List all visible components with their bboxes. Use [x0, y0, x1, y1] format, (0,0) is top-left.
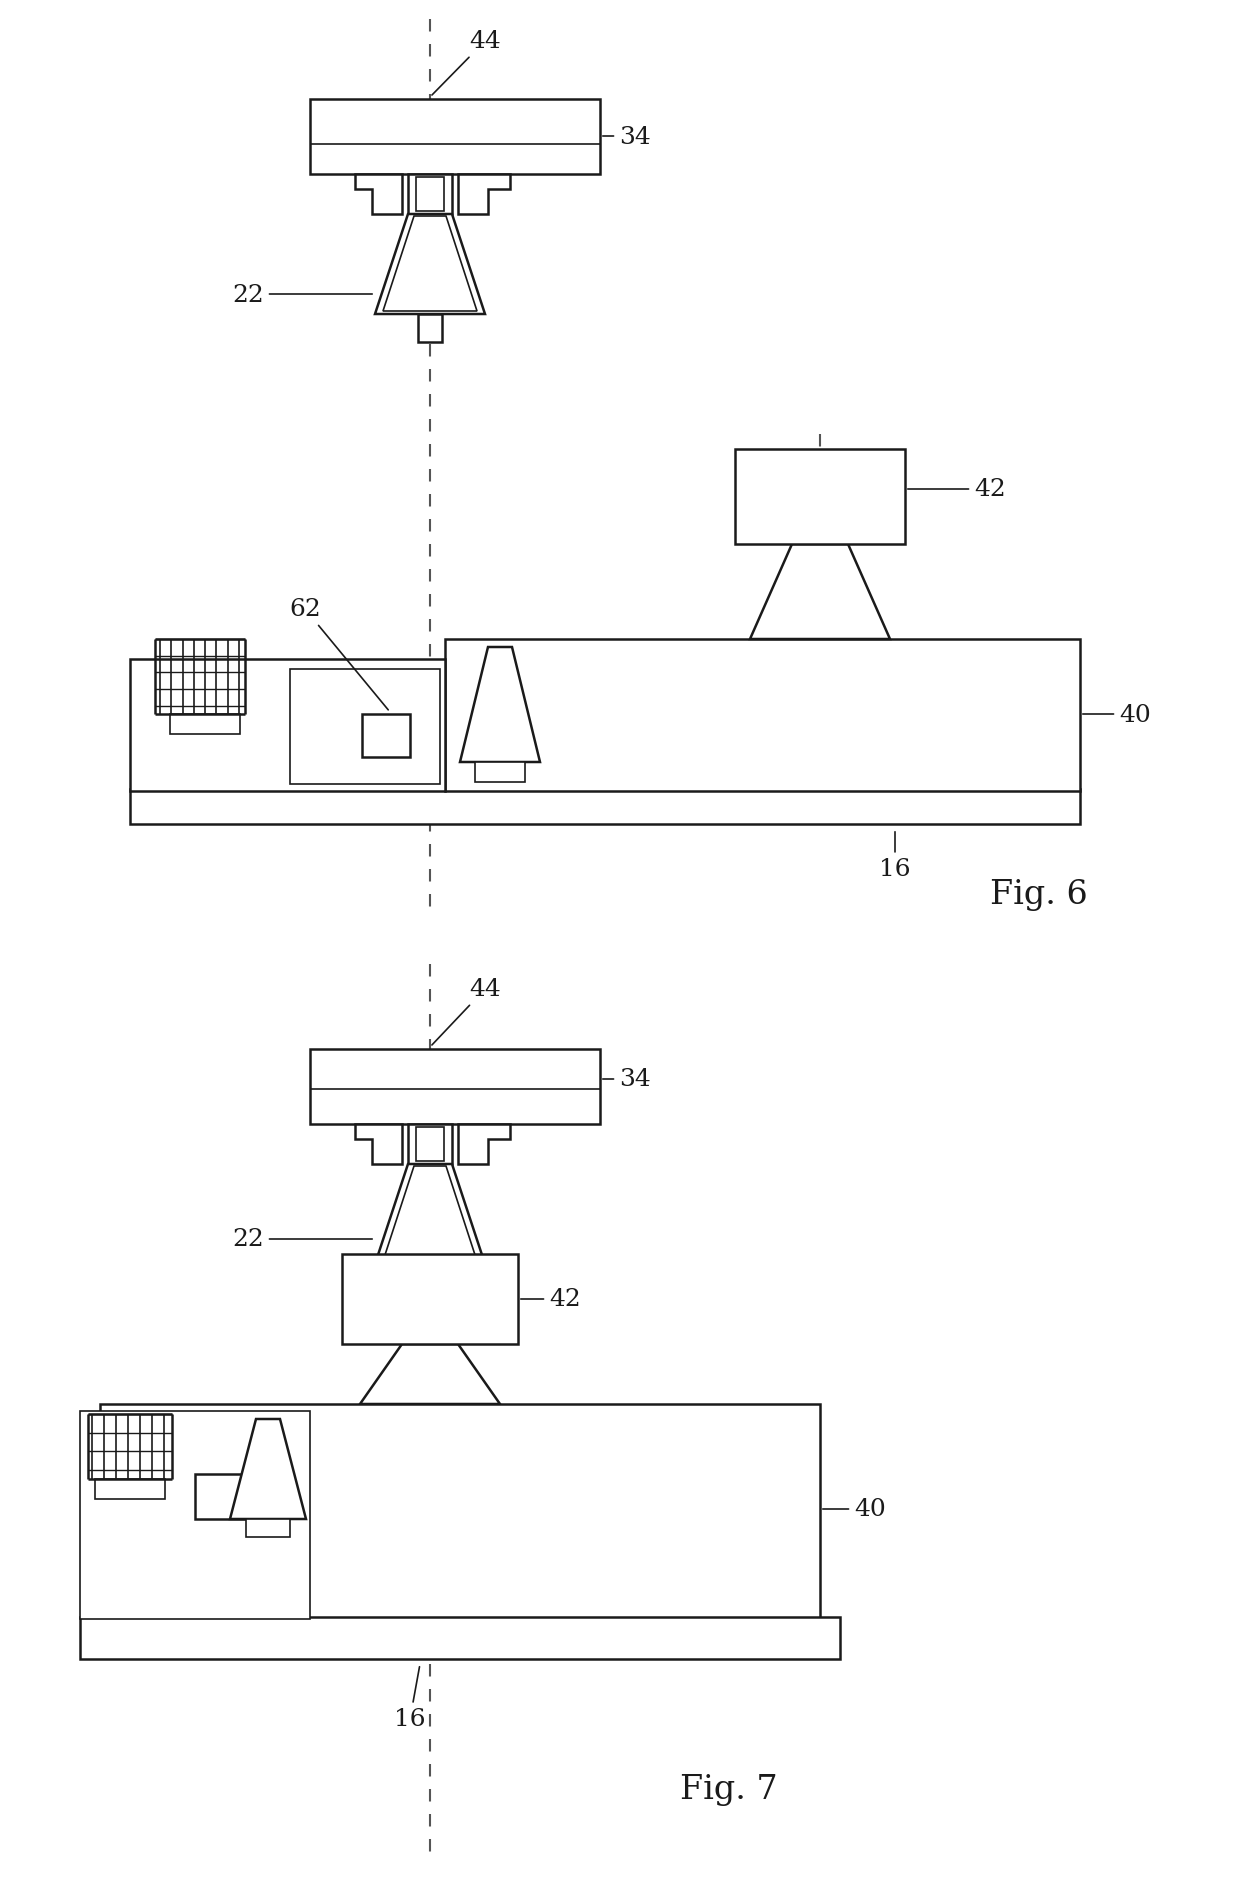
Text: Fig. 6: Fig. 6	[990, 878, 1087, 910]
Bar	[415, 179, 444, 212]
Bar	[130, 790, 1080, 825]
Bar	[81, 1617, 839, 1660]
Bar	[475, 763, 525, 782]
Text: 42: 42	[521, 1288, 580, 1310]
Text: 62: 62	[289, 598, 388, 711]
Bar	[100, 1404, 820, 1619]
Text: 16: 16	[879, 833, 911, 882]
Bar	[735, 449, 905, 545]
Text: 40: 40	[1083, 703, 1151, 726]
Bar	[310, 100, 600, 175]
Text: 34: 34	[603, 126, 651, 149]
Bar	[445, 639, 1080, 791]
Bar	[195, 1474, 248, 1519]
Bar	[362, 714, 410, 758]
Bar	[130, 660, 445, 791]
Bar	[408, 175, 453, 214]
Polygon shape	[750, 545, 890, 639]
Polygon shape	[374, 1164, 485, 1265]
Polygon shape	[458, 1124, 510, 1164]
Polygon shape	[229, 1419, 306, 1519]
Polygon shape	[458, 175, 510, 214]
Text: 22: 22	[232, 1228, 372, 1250]
Text: 44: 44	[432, 978, 501, 1045]
Polygon shape	[374, 214, 485, 314]
Bar	[170, 714, 241, 735]
Bar	[81, 1412, 310, 1619]
Text: 16: 16	[394, 1668, 425, 1731]
Bar	[418, 1265, 441, 1290]
Polygon shape	[383, 216, 477, 312]
Bar	[408, 1124, 453, 1164]
Bar	[290, 669, 440, 784]
Bar	[342, 1254, 518, 1344]
Bar	[310, 1049, 600, 1124]
Bar	[95, 1480, 165, 1498]
Text: 42: 42	[908, 478, 1006, 502]
Polygon shape	[355, 175, 402, 214]
Polygon shape	[460, 647, 539, 763]
Polygon shape	[383, 1166, 477, 1261]
Text: Fig. 7: Fig. 7	[680, 1773, 777, 1805]
Bar	[246, 1519, 290, 1538]
Text: 34: 34	[603, 1068, 651, 1090]
Text: 40: 40	[823, 1498, 885, 1521]
Bar	[418, 314, 441, 342]
Polygon shape	[355, 1124, 402, 1164]
Bar	[415, 1128, 444, 1162]
Text: 22: 22	[232, 284, 372, 306]
Text: 44: 44	[432, 30, 501, 96]
Polygon shape	[360, 1344, 500, 1404]
